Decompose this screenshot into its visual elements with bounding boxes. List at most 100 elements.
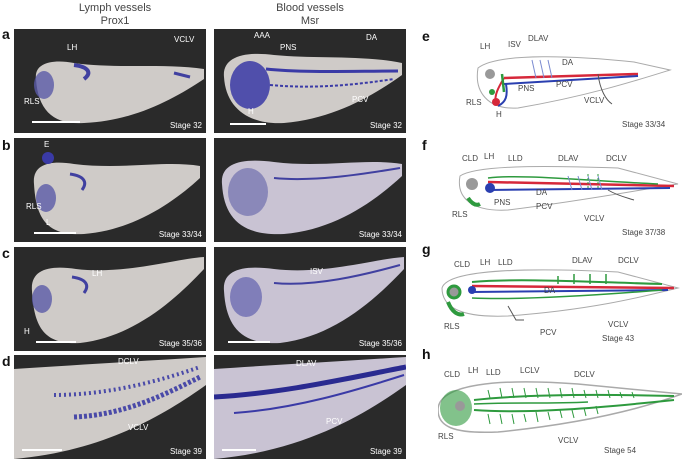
label-h: H	[248, 107, 254, 116]
label-lh: LH	[468, 366, 479, 375]
label-pns: PNS	[494, 198, 511, 207]
label-cld: CLD	[444, 370, 461, 379]
label-vclv: VCLV	[584, 214, 605, 223]
label-h: H	[496, 110, 502, 119]
label-lh: LH	[480, 258, 491, 267]
label-lh: LH	[67, 43, 78, 52]
diagram-f-drawing	[458, 165, 679, 211]
diagram-e-drawing	[476, 56, 672, 109]
diagram-letter-h: h	[422, 346, 431, 362]
label-isv: ISV	[310, 267, 323, 276]
embryo-image-c-lymph	[31, 257, 205, 344]
label-aaa: AAA	[254, 31, 271, 40]
label-cld: CLD	[454, 260, 471, 269]
scale-bar	[222, 449, 256, 451]
row-letter-c: c	[2, 245, 10, 261]
label-pcv: PCV	[536, 202, 553, 211]
label-vclv: VCLV	[584, 96, 605, 105]
label-h: H	[24, 327, 30, 336]
embryo-image-a-blood	[223, 53, 402, 124]
label-rls: RLS	[444, 322, 460, 331]
row-letter-d: d	[2, 353, 11, 369]
label-da: DA	[544, 286, 556, 295]
diagram-e: LH ISV DLAV DA RLS PNS PCV H VCLV Stage …	[438, 30, 682, 136]
column-title-blood: Blood vessels	[276, 2, 344, 14]
label-da: DA	[562, 58, 574, 67]
photo-c-lymph: LH H Stage 35/36	[14, 247, 206, 351]
photo-c-blood: ISV Stage 35/36	[214, 247, 406, 351]
label-dclv: DCLV	[574, 370, 595, 379]
label-dlav: DLAV	[296, 359, 317, 368]
label-lh: LH	[484, 152, 495, 161]
scale-bar	[32, 121, 80, 123]
photo-b-blood: Stage 33/34	[214, 138, 406, 242]
label-isv: ISV	[508, 40, 521, 49]
label-pcv: PCV	[326, 417, 343, 426]
label-dclv: DCLV	[606, 154, 627, 163]
label-vclv: VCLV	[128, 423, 149, 432]
column-marker-lymph: Prox1	[100, 15, 130, 27]
label-rls: RLS	[24, 97, 40, 106]
label-vclv: VCLV	[174, 35, 195, 44]
column-header-lymph: Lymph vessels Prox1	[60, 2, 170, 28]
scale-bar	[36, 341, 76, 343]
stage-label: Stage 37/38	[622, 228, 666, 237]
column-title-lymph: Lymph vessels	[78, 2, 152, 14]
embryo-image-b-lymph	[33, 152, 200, 235]
embryo-image-a-lymph	[34, 61, 205, 124]
photo-a-lymph: LH VCLV RLS Stage 32	[14, 29, 206, 133]
embryo-image-d-blood	[214, 357, 406, 459]
label-lh: LH	[92, 269, 103, 278]
stage-label: Stage 32	[169, 121, 202, 130]
label-lld: LLD	[486, 368, 501, 377]
label-rls: RLS	[452, 210, 468, 219]
label-lclv: LCLV	[520, 366, 540, 375]
label-dlav: DLAV	[558, 154, 579, 163]
label-vclv: VCLV	[608, 320, 629, 329]
label-rls: RLS	[466, 98, 482, 107]
row-letter-a: a	[2, 26, 10, 42]
stage-label: Stage 35/36	[158, 339, 202, 348]
diagram-h: CLD LH LLD LCLV DCLV RLS VCLV Stage 54	[438, 350, 682, 458]
diagram-h-drawing	[438, 381, 682, 434]
photo-a-blood: AAA PNS DA PCV H Stage 32	[214, 29, 406, 133]
diagram-f: CLD LH LLD DLAV DCLV DA RLS PNS PCV VCLV…	[438, 138, 682, 242]
column-marker-blood: Msr	[300, 15, 320, 27]
scale-bar	[230, 123, 266, 125]
stage-label: Stage 54	[604, 446, 637, 455]
label-dclv: DCLV	[118, 357, 139, 366]
diagram-letter-e: e	[422, 28, 430, 44]
diagram-letter-g: g	[422, 241, 431, 257]
label-vclv: VCLV	[558, 436, 579, 445]
label-dclv: DCLV	[618, 256, 639, 265]
stage-label: Stage 33/34	[622, 120, 666, 129]
label-pcv: PCV	[352, 95, 369, 104]
stage-label: Stage 35/36	[358, 339, 402, 348]
label-cld: CLD	[462, 154, 479, 163]
photo-b-lymph: E RLS L Stage 33/34	[14, 138, 206, 242]
column-header-blood: Blood vessels Msr	[255, 2, 365, 28]
photo-d-blood: DLAV PCV Stage 39	[214, 355, 406, 459]
label-dlav: DLAV	[528, 34, 549, 43]
label-pcv: PCV	[556, 80, 573, 89]
label-pcv: PCV	[540, 328, 557, 337]
label-e: E	[44, 140, 50, 149]
embryo-image-b-blood	[221, 160, 402, 235]
embryo-image-d-lymph	[14, 357, 206, 459]
photo-d-lymph: DCLV VCLV Stage 39	[14, 355, 206, 459]
diagram-g-drawing	[441, 269, 680, 321]
label-lh: LH	[480, 42, 491, 51]
label-dlav: DLAV	[572, 256, 593, 265]
label-pns: PNS	[518, 84, 535, 93]
label-da: DA	[366, 33, 378, 42]
embryo-image-c-blood	[223, 257, 404, 344]
row-letter-b: b	[2, 137, 11, 153]
scale-bar	[22, 449, 62, 451]
diagram-g: CLD LH LLD DLAV DCLV DA RLS PCV VCLV Sta…	[438, 244, 682, 348]
label-lld: LLD	[508, 154, 523, 163]
label-lld: LLD	[498, 258, 513, 267]
diagram-letter-f: f	[422, 137, 427, 153]
stage-label: Stage 33/34	[358, 230, 402, 239]
scale-bar	[228, 341, 270, 343]
stage-label: Stage 33/34	[158, 230, 202, 239]
